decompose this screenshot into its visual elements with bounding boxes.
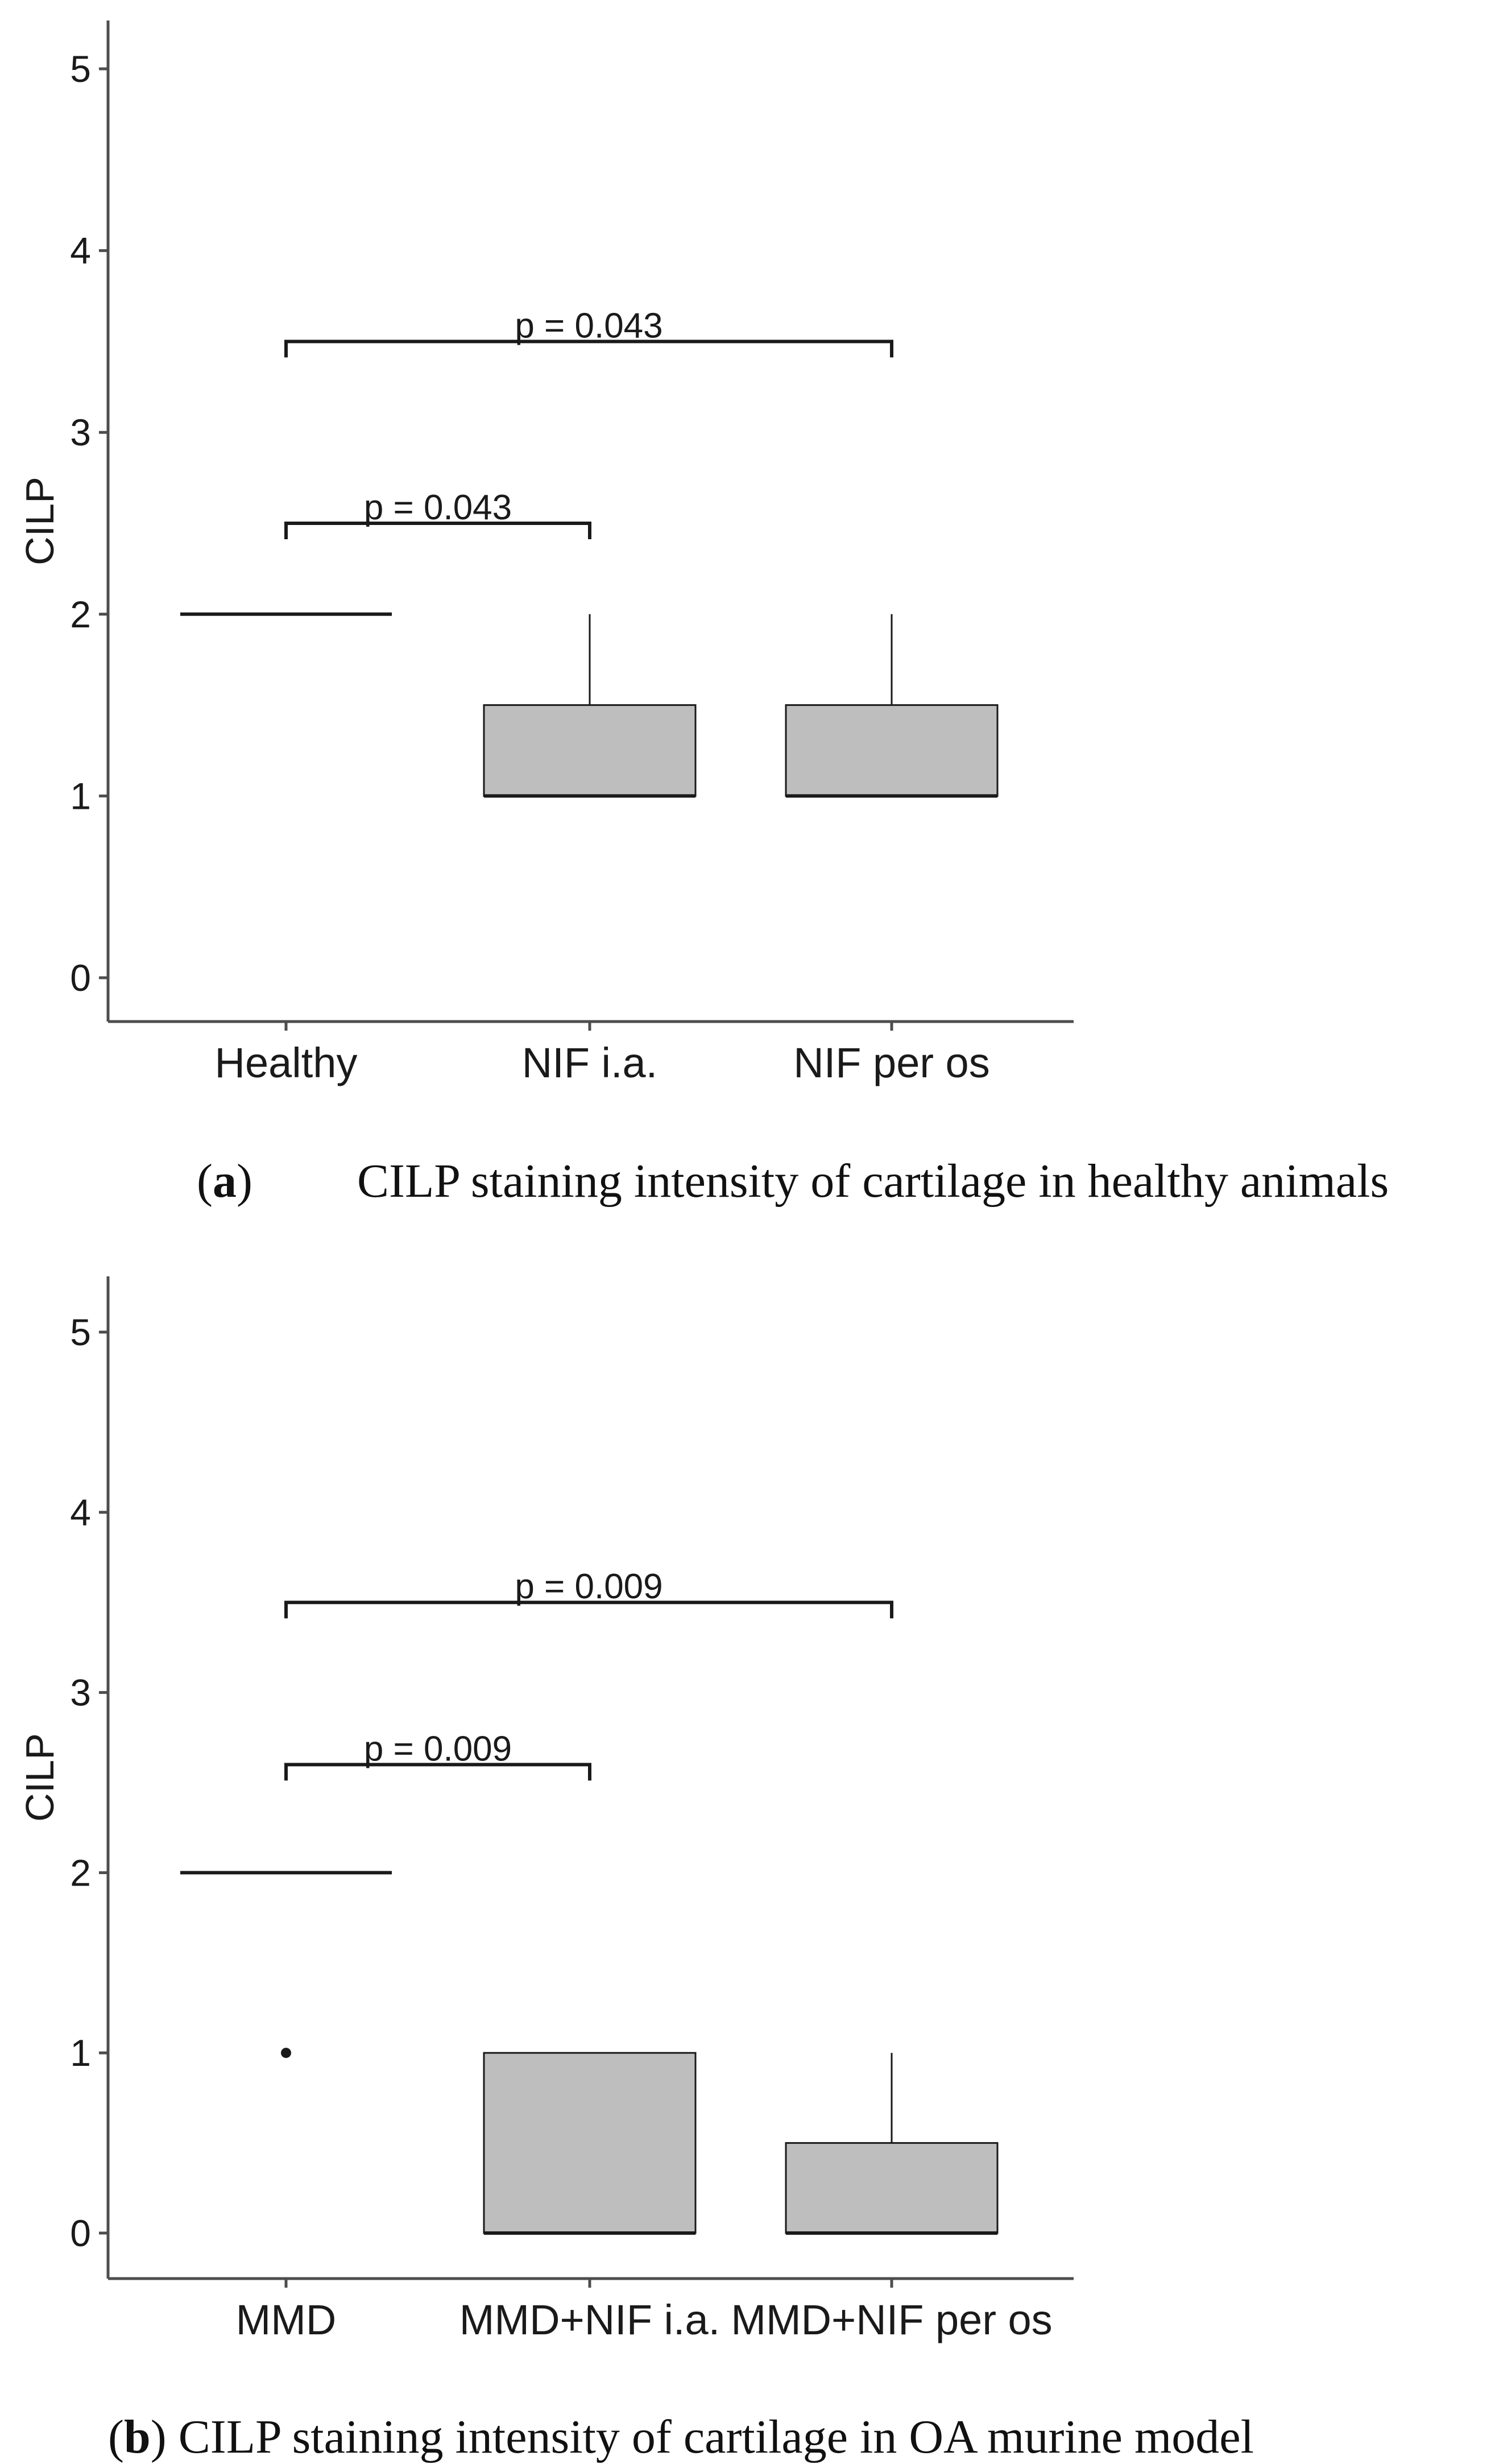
- panel-b-y-tick-label: 2: [70, 1851, 91, 1894]
- panel-b-x-tick-label: MMD: [236, 2296, 337, 2343]
- panel-a-significance-bracket: [284, 340, 893, 358]
- panel-b-caption-text: CILP staining intensity of cartilage in …: [179, 2411, 1254, 2463]
- panel-b-y-tick-label: 4: [70, 1491, 91, 1533]
- panel-b-caption: (b) CILP staining intensity of cartilage…: [108, 2411, 1254, 2463]
- panel-a-y-tick-label: 2: [70, 593, 91, 635]
- panel-a-y-tick-label: 5: [70, 48, 91, 90]
- panel-b-p-value-label: p = 0.009: [364, 1729, 512, 1768]
- panel-a-x-tick-label: Healthy: [215, 1039, 358, 1086]
- panel-a-x-tick-label: NIF i.a.: [522, 1039, 657, 1086]
- panel-b-significance-bracket: [284, 1763, 591, 1781]
- panel-a-y-axis-title: CILP: [18, 477, 62, 565]
- panel-a-caption-text: CILP staining intensity of cartilage in …: [357, 1155, 1389, 1208]
- panel-a-chart: 0 1 2 3 4 5 CILP Healthy NIF i.a. NIF per os p = 0…: [18, 20, 1074, 1086]
- panel-b-y-tick-label: 5: [70, 1311, 91, 1353]
- panel-b-y-axis-title: CILP: [18, 1733, 62, 1822]
- panel-a-x-tick-label: NIF per os: [793, 1039, 989, 1086]
- panel-b-significance-bracket: [284, 1601, 893, 1619]
- panel-b-y-tick-label: 3: [70, 1672, 91, 1714]
- panel-b-box: [785, 2142, 999, 2234]
- panel-a-y-tick-label: 4: [70, 230, 91, 272]
- panel-a-p-value-label: p = 0.043: [364, 488, 512, 527]
- panel-b-outlier-point: [281, 2048, 291, 2058]
- panel-a-caption-label: a: [213, 1155, 237, 1208]
- panel-a-significance-bracket: [284, 522, 591, 539]
- panel-a-caption: (a) CILP staining intensity of cartilage …: [197, 1155, 1389, 1208]
- panel-a-y-tick-label: 0: [70, 957, 91, 999]
- panel-a-box: [785, 704, 999, 797]
- panel-b-p-value-label: p = 0.009: [515, 1567, 662, 1606]
- panel-a-box: [483, 704, 697, 797]
- panel-b-x-tick-label: MMD+NIF per os: [731, 2296, 1052, 2343]
- panel-b-x-tick-label: MMD+NIF i.a.: [459, 2296, 720, 2343]
- panel-b-caption-label: b: [124, 2411, 151, 2463]
- panel-b-chart: 0 1 2 3 4 5 CILP MMD MMD+NIF i.a. MMD+NIF per os p…: [18, 1276, 1074, 2343]
- panel-a-y-tick-label: 3: [70, 411, 91, 453]
- panel-a-p-value-label: p = 0.043: [515, 306, 662, 345]
- panel-b-y-tick-label: 1: [70, 2032, 91, 2074]
- panel-b-y-tick-label: 0: [70, 2212, 91, 2254]
- panel-a-y-tick-label: 1: [70, 775, 91, 817]
- panel-b-box: [483, 2052, 697, 2234]
